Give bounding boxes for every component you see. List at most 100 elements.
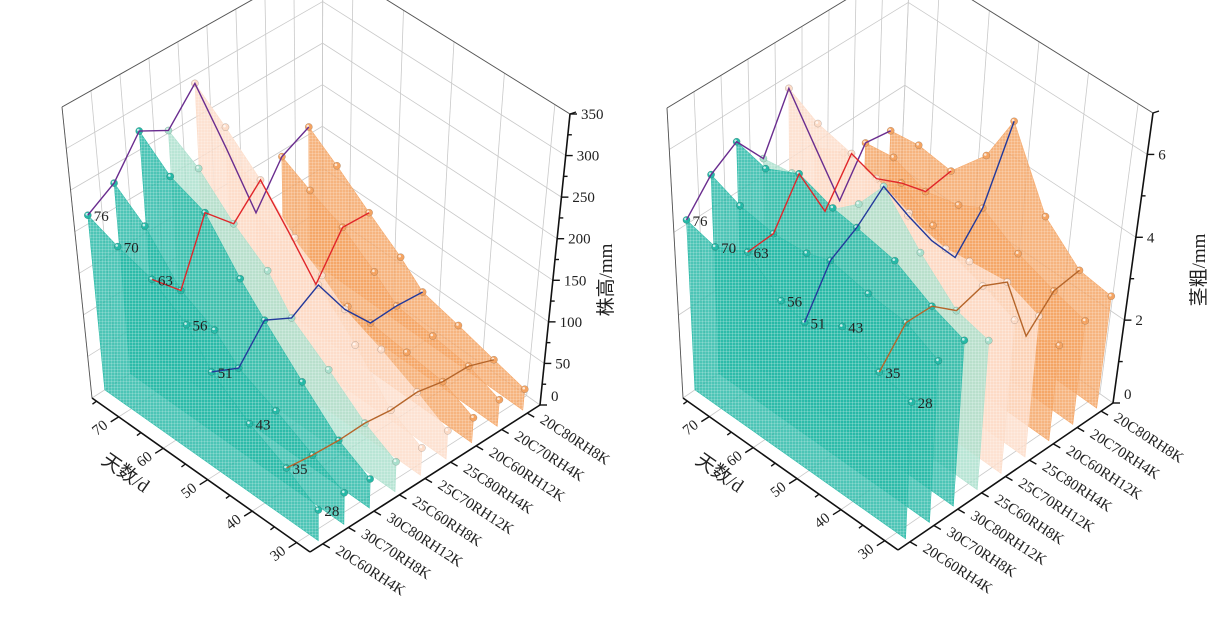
data-point <box>428 332 437 340</box>
category-tick <box>957 508 966 514</box>
data-point <box>245 419 254 428</box>
data-point-highlight <box>149 277 153 280</box>
data-point-highlight <box>804 250 807 254</box>
data-point-highlight <box>737 203 741 206</box>
day-tick-label: 40 <box>223 512 245 534</box>
data-point <box>1081 316 1090 325</box>
data-point <box>982 151 991 160</box>
data-point <box>886 126 895 135</box>
data-point-highlight <box>1015 251 1019 254</box>
z-axis <box>1112 112 1154 404</box>
data-point <box>221 123 230 132</box>
category-tick <box>399 494 407 500</box>
data-point <box>1010 117 1018 126</box>
data-point-highlight <box>745 249 748 253</box>
data-point-highlight <box>184 322 187 325</box>
point-label: 28 <box>324 504 339 520</box>
data-point <box>777 296 785 305</box>
point-label: 43 <box>848 320 863 336</box>
data-point <box>306 186 314 195</box>
data-point-highlight <box>378 347 382 350</box>
z-axis-cap <box>1152 110 1160 114</box>
day-tick-label: 50 <box>768 479 790 501</box>
day-tick <box>288 541 298 549</box>
wall-texture <box>194 83 422 476</box>
category-tick <box>450 461 458 467</box>
data-point <box>1055 341 1064 350</box>
data-point-highlight <box>712 244 716 248</box>
data-point <box>377 345 386 354</box>
data-point-highlight <box>967 259 970 262</box>
grid-line <box>1099 103 1139 394</box>
data-point <box>454 321 463 330</box>
data-point-highlight <box>936 358 939 362</box>
data-point-highlight <box>284 465 287 469</box>
grid-line <box>437 41 455 333</box>
day-tick <box>154 447 164 454</box>
data-point <box>298 378 307 386</box>
category-tick <box>909 541 918 547</box>
data-point-highlight <box>1108 293 1112 297</box>
data-point-highlight <box>168 174 171 177</box>
data-point <box>182 320 191 329</box>
day-minor-tick <box>92 400 97 405</box>
data-point-highlight <box>341 490 345 494</box>
day-tick <box>199 479 209 486</box>
grid-line <box>61 0 571 115</box>
z-tick-label: 100 <box>560 315 583 331</box>
z-tick-label: 350 <box>581 107 604 123</box>
data-point <box>443 426 452 435</box>
day-minor-tick <box>814 493 820 498</box>
data-point-highlight <box>956 202 959 206</box>
connector-line-day-76 <box>685 86 891 221</box>
data-point <box>418 444 426 452</box>
data-point <box>914 141 923 150</box>
plant-height-chart: 304050607020C60RH4K30C70RH8K30C80RH12K25… <box>61 0 617 599</box>
wall-texture <box>281 156 500 427</box>
frame-top <box>61 0 571 115</box>
day-minor-tick <box>269 526 275 531</box>
z-tick-label: 0 <box>551 389 559 405</box>
data-point <box>396 253 405 262</box>
data-point-highlight <box>763 166 766 169</box>
day-axis <box>682 397 899 551</box>
data-point-highlight <box>909 399 912 403</box>
data-point <box>402 348 411 357</box>
wall-texture <box>256 212 474 443</box>
day-tick-label: 30 <box>267 543 289 565</box>
point-label: 56 <box>787 295 803 311</box>
frame-left-edge <box>666 107 684 399</box>
category-tick <box>1076 426 1085 433</box>
data-point-highlight <box>918 250 921 253</box>
point-labels: 76 70 63 56 51 43 35 28 <box>94 209 340 520</box>
data-point-highlight <box>986 338 990 341</box>
data-point-highlight <box>943 246 946 250</box>
category-tick <box>981 492 989 498</box>
z-tick-label: 200 <box>568 232 591 248</box>
data-point <box>1010 316 1019 324</box>
data-point <box>907 398 916 406</box>
day-tick-label: 70 <box>89 417 111 439</box>
data-point-highlight <box>393 459 397 463</box>
data-point <box>954 201 963 209</box>
data-point <box>929 221 937 230</box>
grid-line <box>526 104 556 396</box>
data-point <box>864 289 873 298</box>
data-point-highlight <box>815 121 819 124</box>
data-point <box>113 242 122 251</box>
wall-texture <box>686 219 912 539</box>
connector-line-day-63 <box>747 152 952 253</box>
data-point-highlight <box>237 276 241 279</box>
data-point-highlight <box>892 258 896 261</box>
data-point-highlight <box>916 142 920 146</box>
data-point-highlight <box>316 507 319 511</box>
data-point-highlight <box>839 324 843 327</box>
data-point <box>1014 249 1023 258</box>
wall-texture <box>114 183 345 525</box>
data-point <box>392 457 400 466</box>
category-tick <box>475 445 484 451</box>
category-tick <box>322 543 331 549</box>
data-point <box>272 406 280 415</box>
day-minor-tick <box>770 462 776 467</box>
data-point <box>890 256 899 265</box>
